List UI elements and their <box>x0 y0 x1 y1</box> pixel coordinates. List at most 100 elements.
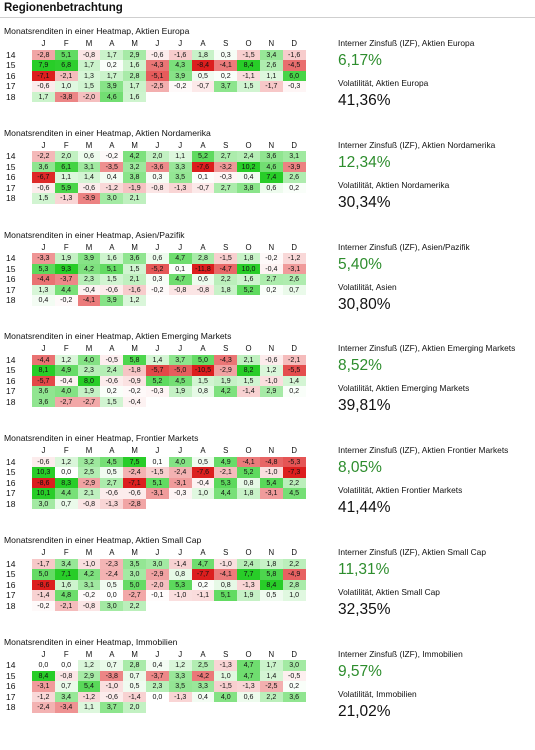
heatmap-cell: 5,2 <box>191 151 215 162</box>
heatmap-cell: 4,4 <box>54 284 78 296</box>
month-label: J <box>178 649 183 659</box>
heatmap-cell: 3,4 <box>259 49 283 60</box>
heatmap-cell: 1,3 <box>77 70 101 81</box>
month-label: N <box>268 649 275 659</box>
year-label: 18 <box>6 600 16 611</box>
heatmap-cell: 3,7 <box>168 354 192 366</box>
heatmap-cell <box>214 193 237 204</box>
year-label: 15 <box>6 569 16 579</box>
month-label: O <box>245 649 252 659</box>
heatmap-cell: 2,9 <box>77 670 101 682</box>
heatmap-cell: -1,4 <box>32 590 55 601</box>
heatmap-cell: 1,2 <box>123 295 146 306</box>
heatmap-cell: 4,7 <box>237 660 260 671</box>
heatmap-cell <box>192 295 215 306</box>
heatmap-cell: -3,1 <box>282 263 306 275</box>
heatmap-cell: 0,5 <box>123 681 146 692</box>
heatmap-cell: 0,6 <box>77 151 101 162</box>
heatmap-cell: -4,1 <box>214 569 238 580</box>
heatmap-cell <box>192 601 215 612</box>
heatmap-cell: 5,1 <box>214 590 238 601</box>
heatmap-section: Monatsrenditen in einer Heatmap, Immobil… <box>0 637 535 737</box>
month-label: O <box>245 344 252 354</box>
month-label: N <box>268 242 275 252</box>
heatmap-cell: -2,8 <box>32 49 55 60</box>
heatmap-cell: -2,1 <box>214 467 238 478</box>
heatmap-cell: 4,4 <box>54 488 78 499</box>
heatmap-cell: -1,2 <box>32 691 55 703</box>
year-label: 14 <box>6 49 16 60</box>
heatmap-cell <box>260 193 283 204</box>
heatmap-cell: -5,2 <box>145 263 169 275</box>
heatmap-cell: 2,1 <box>123 274 146 285</box>
month-label: M <box>131 649 138 659</box>
heatmap-cell: 3,6 <box>123 253 146 264</box>
heatmap-cell <box>237 193 260 204</box>
year-row: 17 -1,4 4,8 -0,2 0,0 -2,7 -0,1 -1,0 -1,1 5,1 1,9 0,… <box>4 590 306 601</box>
heatmap-cell <box>237 295 260 306</box>
heatmap-cell: 1,1 <box>168 151 192 162</box>
heatmap-cell: -2,2 <box>32 151 55 162</box>
month-label: O <box>245 242 252 252</box>
heatmap-cell: 0,0 <box>54 467 78 478</box>
year-label: 16 <box>6 579 16 590</box>
heatmap-cell: 0,2 <box>214 70 238 81</box>
section-title: Monatsrenditen in einer Heatmap, Aktien … <box>4 26 190 36</box>
heatmap-cell <box>237 397 260 408</box>
heatmap-cell: -3,7 <box>145 670 169 682</box>
heatmap-cell: 4,9 <box>214 456 238 468</box>
year-row: 17 10,1 4,4 2,1 -0,6 -0,6 -3,1 -0,3 1,0 4,4 1,8 -3,… <box>4 488 306 499</box>
irr-label: Interner Zinsfuß (IZF), Aktien Frontier … <box>338 445 509 456</box>
heatmap-cell: 3,2 <box>77 456 101 468</box>
heatmap-cell: 0,8 <box>237 477 260 489</box>
heatmap-cell <box>283 499 306 510</box>
month-label: F <box>63 446 69 456</box>
month-label: J <box>178 548 183 557</box>
heatmap-cell: 0,8 <box>168 569 192 580</box>
heatmap-cell: -2,7 <box>123 590 146 601</box>
heatmap-cell: -7,1 <box>32 70 55 81</box>
heatmap-cell: -0,3 <box>214 172 238 183</box>
heatmap-cell: 2,9 <box>259 386 283 397</box>
heatmap-cell: -1,5 <box>214 681 238 692</box>
heatmap-cell: 3,5 <box>168 172 192 183</box>
heatmap-cell: 2,1 <box>77 488 101 499</box>
heatmap-cell: -1,6 <box>282 49 306 60</box>
year-label: 15 <box>6 467 16 478</box>
heatmap-cell: -1,0 <box>259 467 283 478</box>
month-label: F <box>63 39 69 48</box>
heatmap-cell: 2,3 <box>77 274 101 285</box>
month-label: J <box>178 39 183 48</box>
heatmap-cell: -1,0 <box>77 558 101 569</box>
year-row: 17 -0,6 5,9 -0,6 -1,2 -1,9 -0,8 -1,3 -0,7 2,7 3,8 0… <box>4 182 306 194</box>
heatmap-cell: 10,0 <box>237 263 260 275</box>
month-label: J <box>155 140 160 150</box>
heatmap-cell <box>260 92 283 103</box>
heatmap-cell: 3,0 <box>32 498 55 510</box>
month-label: A <box>109 140 115 150</box>
month-label: O <box>245 548 252 557</box>
heatmap-cell: -3,5 <box>100 161 124 173</box>
heatmap-section: Monatsrenditen in einer Heatmap, Asien/P… <box>0 230 535 330</box>
heatmap-cell: -2,7 <box>54 396 78 408</box>
heatmap-cell: -0,5 <box>282 670 306 682</box>
heatmap-cell: 0,5 <box>191 456 215 468</box>
heatmap-cell: 6,8 <box>54 60 78 71</box>
heatmap-cell: -2,8 <box>123 498 146 510</box>
heatmap-cell: -0,6 <box>32 81 55 92</box>
heatmap-cell: -2,4 <box>32 702 55 713</box>
month-label: J <box>41 39 46 48</box>
heatmap-cell: -0,9 <box>123 375 146 387</box>
irr-label: Interner Zinsfuß (IZF), Immobilien <box>338 648 463 659</box>
year-row: 14 -2,8 5,1 -0,8 1,7 2,9 -0,6 -1,6 1,8 0,3 -1,5 3,4… <box>4 49 306 60</box>
heatmap-section: Monatsrenditen in einer Heatmap, Frontie… <box>0 433 535 533</box>
month-label: M <box>131 548 138 557</box>
heatmap-cell: 2,6 <box>282 172 306 183</box>
heatmap-cell: -0,8 <box>77 498 101 510</box>
heatmap-cell: 4,4 <box>214 488 238 499</box>
heatmap-cell: -1,7 <box>259 81 283 92</box>
heatmap-cell: -0,6 <box>123 488 146 499</box>
year-row: 15 3,6 6,1 3,1 -3,5 3,2 -3,6 3,3 -7,6 -3,2 10,2 4,6… <box>4 161 306 173</box>
heatmap-cell: 1,9 <box>168 386 192 397</box>
